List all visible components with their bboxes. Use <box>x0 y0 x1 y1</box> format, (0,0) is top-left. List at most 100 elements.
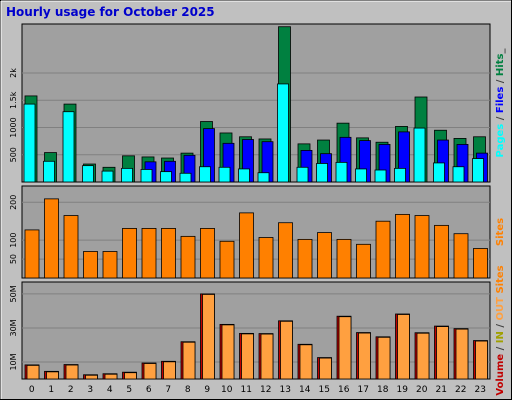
y-tick-label: 1.5k <box>9 91 18 109</box>
bar-out-19 <box>397 314 410 380</box>
bar-sites-5 <box>122 228 137 279</box>
bar-pages-23 <box>472 158 484 183</box>
bar-out-2 <box>65 364 79 380</box>
bar-out-23 <box>475 340 488 380</box>
legend-entry: Files <box>495 87 506 113</box>
bar-out-7 <box>163 361 176 380</box>
x-tick-label: 8 <box>185 385 191 395</box>
panel-volume: 10M 30M 50M Volume / IN / OUT Sites <box>9 265 506 395</box>
bar-out-21 <box>436 326 449 380</box>
bar-sites-23 <box>473 248 488 279</box>
bar-sites-2 <box>63 215 79 279</box>
bar-pages-13 <box>277 83 289 183</box>
bar-sites-3 <box>83 251 98 279</box>
x-tick-label: 16 <box>338 385 350 395</box>
y-tick-label: 50M <box>9 285 18 302</box>
y-tick-label: 30M <box>9 319 18 336</box>
bar-out-0 <box>26 364 40 380</box>
bar-pages-3 <box>82 165 94 183</box>
bar-sites-16 <box>336 238 352 279</box>
bar-sites-19 <box>395 213 410 279</box>
bar-out-20 <box>416 332 430 380</box>
bar-sites-14 <box>297 238 313 279</box>
bar-sites-0 <box>24 229 40 279</box>
x-tick-label: 13 <box>280 385 291 395</box>
bar-out-10 <box>221 324 235 380</box>
panel-legend-label: Volume / IN / OUT Sites <box>495 265 506 395</box>
x-tick-label: 17 <box>358 385 369 395</box>
bar-out-6 <box>143 363 157 380</box>
x-tick-label: 7 <box>165 385 171 395</box>
y-tick-label: 100 <box>9 232 18 247</box>
bar-sites-8 <box>180 235 196 279</box>
chart-title: Hourly usage for October 2025 <box>6 5 215 19</box>
bar-pages-8 <box>179 172 192 183</box>
bar-out-12 <box>260 333 274 380</box>
x-tick-label: 10 <box>221 385 233 395</box>
bar-out-17 <box>358 332 371 380</box>
bar-pages-14 <box>296 166 309 183</box>
y-tick-label: 500 <box>9 147 18 162</box>
bar-sites-9 <box>200 228 215 279</box>
x-tick-label: 6 <box>146 385 152 395</box>
x-tick-label: 19 <box>397 385 409 395</box>
bar-sites-7 <box>161 228 176 279</box>
x-tick-label: 0 <box>29 385 35 395</box>
bar-out-18 <box>377 336 391 380</box>
bar-sites-13 <box>278 222 293 279</box>
bar-sites-11 <box>239 212 254 279</box>
bar-pages-22 <box>452 166 465 183</box>
bar-pages-20 <box>413 127 426 183</box>
bar-out-22 <box>455 328 469 380</box>
x-tick-label: 12 <box>260 385 271 395</box>
bar-pages-15 <box>316 163 328 183</box>
bar-pages-4 <box>101 170 114 183</box>
legend-entry: / <box>495 343 506 354</box>
bar-pages-21 <box>433 162 445 183</box>
bar-sites-21 <box>434 224 449 279</box>
bar-pages-9 <box>199 166 211 183</box>
plot-area <box>21 185 491 279</box>
bar-out-13 <box>280 320 293 380</box>
bar-sites-12 <box>258 237 274 279</box>
bar-out-8 <box>182 341 196 380</box>
x-tick-label: 15 <box>319 385 330 395</box>
plot-area <box>21 281 491 380</box>
bar-sites-10 <box>219 240 235 279</box>
panel-legend-label: Sites <box>495 218 506 246</box>
bar-pages-18 <box>374 169 387 183</box>
legend-entry: Volume <box>495 354 506 396</box>
x-tick-label: 21 <box>436 385 447 395</box>
y-tick-label: 50 <box>9 254 18 264</box>
x-tick-label: 20 <box>416 385 428 395</box>
bar-out-16 <box>338 316 352 380</box>
legend-entry: OUT <box>495 297 506 321</box>
x-tick-label: 14 <box>299 385 311 395</box>
bar-pages-6 <box>140 169 153 183</box>
bar-pages-7 <box>160 171 172 183</box>
legend-entry: / <box>495 320 506 331</box>
x-tick-label: 2 <box>68 385 74 395</box>
bar-sites-18 <box>375 220 391 279</box>
bar-out-3 <box>85 374 98 380</box>
x-tick-label: 3 <box>87 385 93 395</box>
bar-pages-17 <box>355 168 367 183</box>
x-tick-label: 23 <box>475 385 486 395</box>
x-tick-label: 11 <box>241 385 252 395</box>
legend-entry: / <box>495 113 506 124</box>
bar-sites-4 <box>102 251 118 279</box>
bar-out-5 <box>124 372 137 380</box>
bar-out-15 <box>319 357 332 380</box>
y-tick-label: 200 <box>9 195 18 210</box>
y-tick-label: 2k <box>9 68 18 78</box>
legend-entry: Hits <box>495 54 506 77</box>
plot-area <box>21 23 491 183</box>
panel-hits-files-pages: 500 1000 1.5k 2k Pages / Files / Hits_ <box>9 23 506 183</box>
legend-entry: Pages <box>495 124 506 158</box>
legend-entry: IN <box>495 331 506 343</box>
bar-out-1 <box>46 371 59 380</box>
panel-sites: 50 100 200 Sites <box>9 185 506 279</box>
bar-pages-10 <box>218 166 231 183</box>
